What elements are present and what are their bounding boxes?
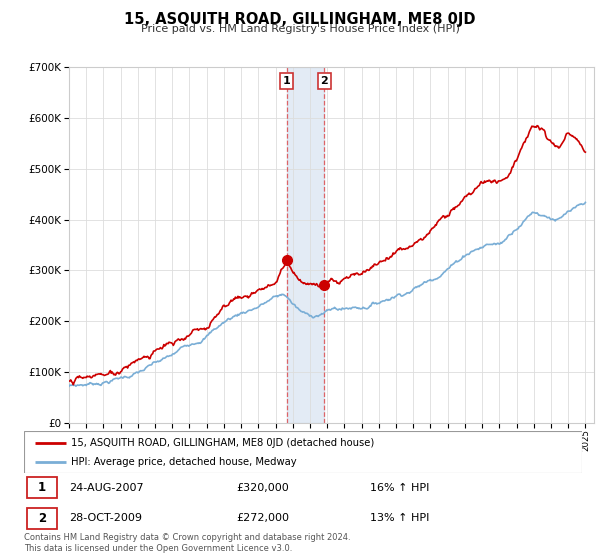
Bar	[27, 508, 58, 529]
Text: 2: 2	[320, 76, 328, 86]
Bar	[27, 477, 58, 498]
Text: 13% ↑ HPI: 13% ↑ HPI	[370, 514, 430, 523]
Text: 2: 2	[38, 512, 46, 525]
Text: 15, ASQUITH ROAD, GILLINGHAM, ME8 0JD: 15, ASQUITH ROAD, GILLINGHAM, ME8 0JD	[124, 12, 476, 27]
Text: 1: 1	[283, 76, 290, 86]
Text: Price paid vs. HM Land Registry's House Price Index (HPI): Price paid vs. HM Land Registry's House …	[140, 24, 460, 34]
Text: 16% ↑ HPI: 16% ↑ HPI	[370, 483, 430, 492]
Text: 28-OCT-2009: 28-OCT-2009	[68, 514, 142, 523]
Text: 15, ASQUITH ROAD, GILLINGHAM, ME8 0JD (detached house): 15, ASQUITH ROAD, GILLINGHAM, ME8 0JD (d…	[71, 437, 374, 447]
Text: HPI: Average price, detached house, Medway: HPI: Average price, detached house, Medw…	[71, 457, 297, 467]
Text: Contains HM Land Registry data © Crown copyright and database right 2024.
This d: Contains HM Land Registry data © Crown c…	[24, 533, 350, 553]
Text: £272,000: £272,000	[236, 514, 289, 523]
Text: 24-AUG-2007: 24-AUG-2007	[68, 483, 143, 492]
Text: £320,000: £320,000	[236, 483, 289, 492]
Text: 1: 1	[38, 481, 46, 494]
